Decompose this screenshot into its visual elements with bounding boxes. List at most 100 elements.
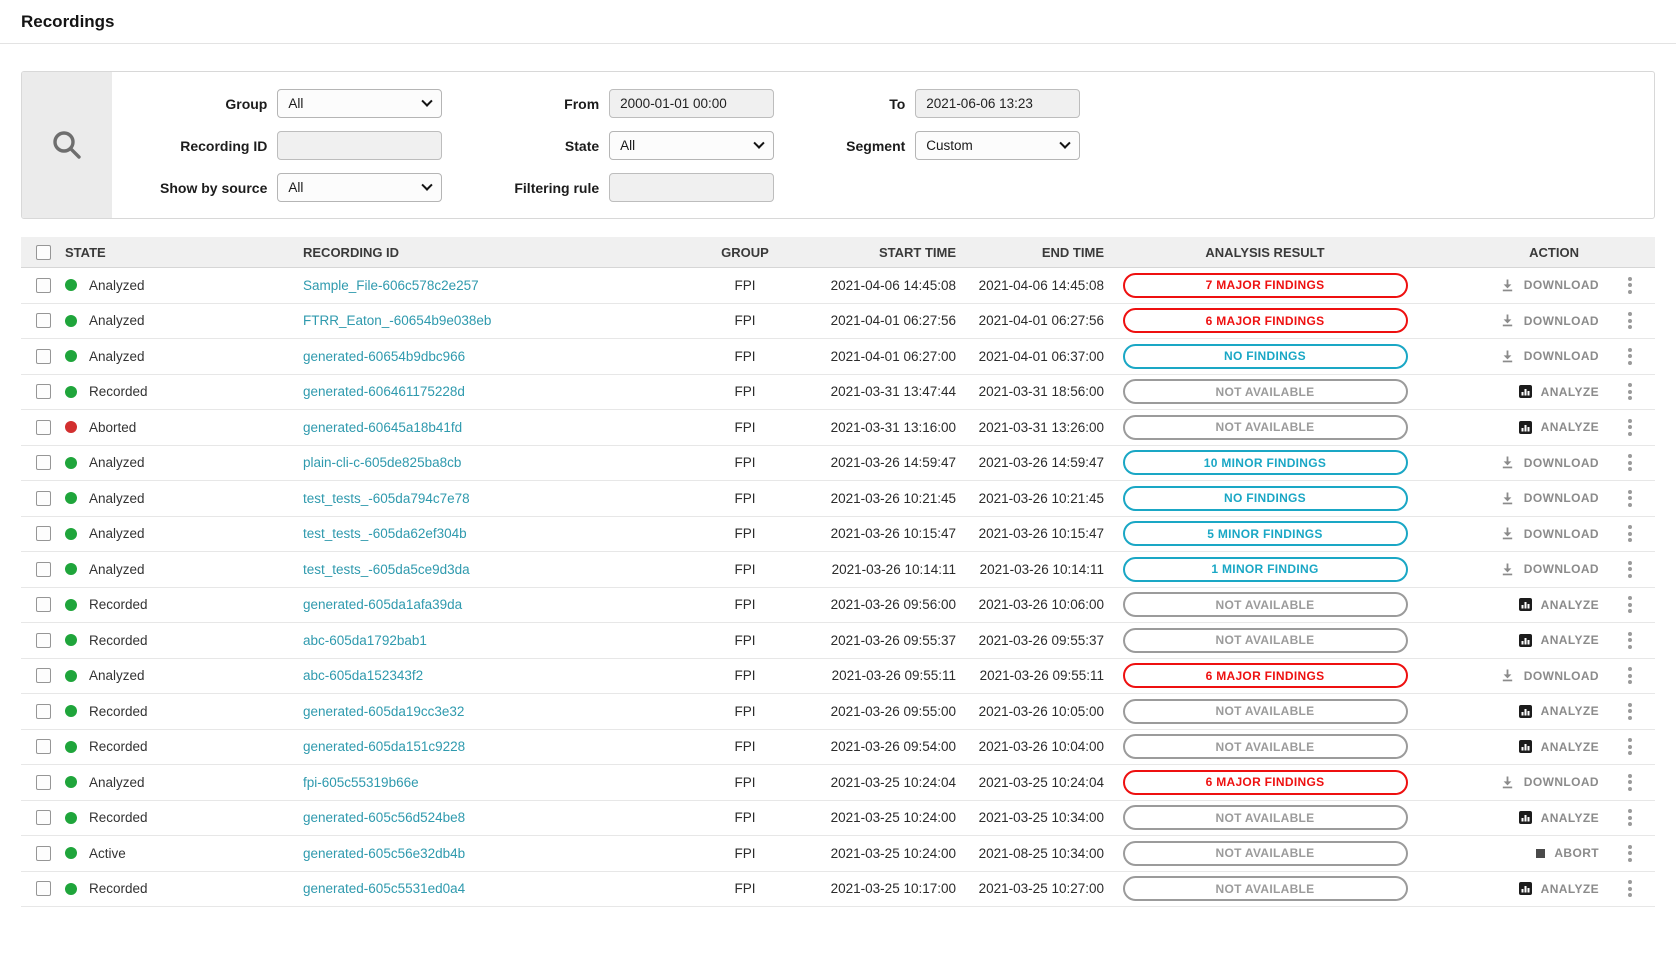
- recording-id-link[interactable]: plain-cli-c-605de825ba8cb: [303, 455, 462, 471]
- row-menu-button[interactable]: [1624, 415, 1636, 440]
- row-checkbox[interactable]: [35, 490, 51, 506]
- download-icon: [1502, 492, 1512, 505]
- row-checkbox[interactable]: [35, 668, 51, 684]
- row-menu-button[interactable]: [1624, 876, 1636, 901]
- action-cell: DOWNLOAD: [1415, 278, 1605, 293]
- recording-id-link[interactable]: generated-605da19cc3e32: [303, 703, 465, 719]
- row-menu-button[interactable]: [1624, 699, 1636, 724]
- action-button[interactable]: ANALYZE: [1518, 704, 1599, 718]
- row-checkbox[interactable]: [35, 313, 51, 329]
- page-header: Recordings: [0, 0, 1676, 44]
- recording-id-link[interactable]: Sample_File-606c578c2e257: [303, 277, 479, 293]
- action-button[interactable]: ABORT: [1536, 846, 1599, 860]
- row-checkbox[interactable]: [35, 277, 51, 293]
- filtering-rule-input[interactable]: [609, 173, 775, 202]
- row-menu-button[interactable]: [1624, 450, 1636, 475]
- recording-id-link[interactable]: test_tests_-605da62ef304b: [303, 526, 467, 542]
- action-button[interactable]: DOWNLOAD: [1500, 775, 1599, 790]
- action-button[interactable]: DOWNLOAD: [1500, 455, 1599, 470]
- action-button[interactable]: ANALYZE: [1518, 598, 1599, 612]
- to-input[interactable]: [915, 89, 1081, 118]
- action-button[interactable]: DOWNLOAD: [1500, 349, 1599, 364]
- row-checkbox[interactable]: [35, 810, 51, 826]
- state-label: Recorded: [89, 881, 148, 897]
- row-menu-button[interactable]: [1624, 379, 1636, 404]
- recording-id-link[interactable]: test_tests_-605da5ce9d3da: [303, 561, 470, 577]
- group-value: FPI: [734, 561, 756, 577]
- row-menu-button[interactable]: [1624, 841, 1636, 866]
- show-by-source-select[interactable]: All: [277, 173, 443, 202]
- recording-id-link[interactable]: generated-605c5531ed0a4: [303, 881, 466, 897]
- analyze-chart-icon: [1518, 420, 1532, 434]
- recording-id-link[interactable]: generated-605da1afa39da: [303, 597, 463, 613]
- analysis-result-badge: 10 MINOR FINDINGS: [1122, 450, 1408, 476]
- action-button[interactable]: ANALYZE: [1518, 882, 1599, 896]
- recording-id-link[interactable]: generated-60645a18b41fd: [303, 419, 463, 435]
- action-button[interactable]: DOWNLOAD: [1500, 278, 1599, 293]
- action-button[interactable]: ANALYZE: [1518, 420, 1599, 434]
- row-checkbox[interactable]: [35, 384, 51, 400]
- action-button[interactable]: DOWNLOAD: [1500, 313, 1599, 328]
- row-menu-button[interactable]: [1624, 308, 1636, 333]
- table-row: Analyzed test_tests_-605da794c7e78 FPI 2…: [21, 481, 1655, 517]
- row-checkbox[interactable]: [35, 774, 51, 790]
- chevron-down-icon: [421, 95, 434, 107]
- row-checkbox[interactable]: [35, 561, 51, 577]
- recording-id-link[interactable]: generated-605c56d524be8: [303, 810, 466, 826]
- recording-id-link[interactable]: generated-60654b9dbc966: [303, 348, 466, 364]
- action-button[interactable]: ANALYZE: [1518, 633, 1599, 647]
- group-select[interactable]: All: [277, 89, 443, 118]
- row-checkbox[interactable]: [35, 597, 51, 613]
- from-input[interactable]: [609, 89, 775, 118]
- recording-id-link[interactable]: abc-605da1792bab1: [303, 632, 427, 648]
- state-label: Analyzed: [89, 561, 145, 577]
- row-checkbox[interactable]: [35, 881, 51, 897]
- recording-id-link[interactable]: generated-605da151c9228: [303, 739, 466, 755]
- recording-id-link[interactable]: abc-605da152343f2: [303, 668, 424, 684]
- row-checkbox[interactable]: [35, 703, 51, 719]
- action-button[interactable]: DOWNLOAD: [1500, 562, 1599, 577]
- recording-id-link[interactable]: test_tests_-605da794c7e78: [303, 490, 470, 506]
- recording-id-link[interactable]: fpi-605c55319b66e: [303, 774, 419, 790]
- group-select-value: All: [288, 96, 304, 111]
- row-menu-button[interactable]: [1624, 770, 1636, 795]
- chevron-down-icon: [753, 137, 765, 149]
- action-cell: DOWNLOAD: [1415, 562, 1605, 577]
- action-button[interactable]: ANALYZE: [1518, 740, 1599, 754]
- row-checkbox[interactable]: [35, 419, 51, 435]
- row-menu-button[interactable]: [1624, 805, 1636, 830]
- row-checkbox[interactable]: [35, 455, 51, 471]
- row-menu-button[interactable]: [1624, 557, 1636, 582]
- segment-select[interactable]: Custom: [915, 131, 1081, 160]
- end-time-value: 2021-03-26 10:04:00: [978, 739, 1104, 755]
- column-header-action: ACTION: [1529, 244, 1579, 260]
- recording-id-link[interactable]: generated-606461175228d: [303, 384, 465, 400]
- select-all-checkbox[interactable]: [35, 244, 51, 260]
- segment-select-value: Custom: [926, 138, 973, 153]
- action-button[interactable]: DOWNLOAD: [1500, 491, 1599, 506]
- action-label: ANALYZE: [1540, 810, 1599, 825]
- row-checkbox[interactable]: [35, 845, 51, 861]
- row-menu-button[interactable]: [1624, 663, 1636, 688]
- action-button[interactable]: DOWNLOAD: [1500, 668, 1599, 683]
- row-checkbox[interactable]: [35, 348, 51, 364]
- state-select[interactable]: All: [609, 131, 775, 160]
- row-menu-button[interactable]: [1624, 592, 1636, 617]
- recording-id-input[interactable]: [277, 131, 443, 160]
- row-checkbox[interactable]: [35, 526, 51, 542]
- recording-id-link[interactable]: FTRR_Eaton_-60654b9e038eb: [303, 313, 492, 329]
- action-button[interactable]: ANALYZE: [1518, 810, 1599, 825]
- row-checkbox[interactable]: [35, 632, 51, 648]
- search-button[interactable]: [22, 72, 112, 218]
- row-menu-button[interactable]: [1624, 521, 1636, 546]
- row-menu-button[interactable]: [1624, 486, 1636, 511]
- row-checkbox[interactable]: [35, 739, 51, 755]
- recording-id-link[interactable]: generated-605c56e32db4b: [303, 845, 466, 861]
- row-menu-button[interactable]: [1624, 628, 1636, 653]
- row-menu-button[interactable]: [1624, 273, 1636, 298]
- table-row: Analyzed FTRR_Eaton_-60654b9e038eb FPI 2…: [21, 303, 1655, 339]
- row-menu-button[interactable]: [1624, 344, 1636, 369]
- row-menu-button[interactable]: [1624, 734, 1636, 759]
- action-button[interactable]: DOWNLOAD: [1500, 526, 1599, 541]
- action-button[interactable]: ANALYZE: [1518, 385, 1599, 399]
